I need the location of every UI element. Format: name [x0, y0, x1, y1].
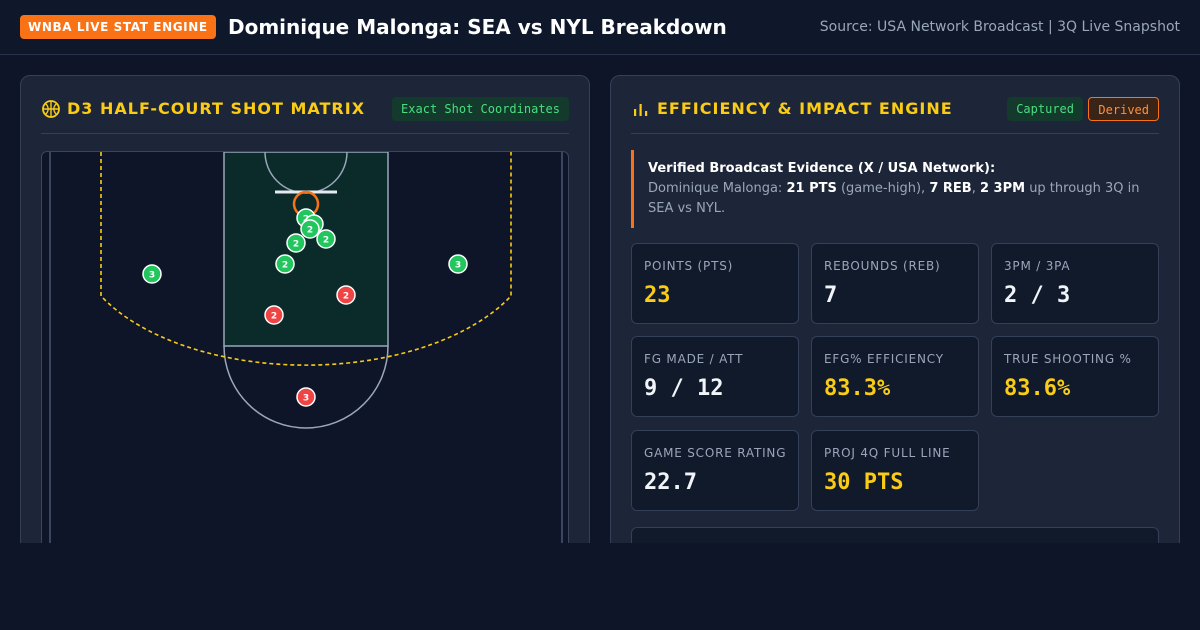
stat-value: 22.7 — [644, 470, 697, 495]
shot-marker-label: 3 — [149, 271, 155, 281]
shot-marker-label: 3 — [455, 261, 461, 271]
stat-value: 2 / 3 — [1004, 283, 1071, 308]
evidence-threes: 2 3PM — [979, 181, 1026, 196]
bar-chart-icon — [634, 104, 648, 116]
basketball-icon — [42, 100, 60, 118]
viewport-bottom — [0, 543, 1200, 630]
shot-marker-11[interactable]: 3 — [296, 387, 316, 407]
shot-marker-label: 3 — [303, 394, 309, 404]
stat-value: 30 PTS — [824, 470, 904, 495]
stat-label: EFG% EFFICIENCY — [824, 352, 944, 366]
source-text: Source: USA Network Broadcast | 3Q Live … — [819, 19, 1180, 35]
stat-label: FG MADE / ATT — [644, 352, 744, 366]
court-svg: 22222233223 — [49, 152, 563, 550]
evidence-reb: 7 REB — [929, 181, 972, 196]
stat-value: 7 — [824, 283, 838, 308]
efficiency-panel-header: EFFICIENCY & IMPACT ENGINE Captured Deri… — [631, 94, 1159, 134]
evidence-rest: up through 3Q in SEA vs NYL. — [648, 181, 1140, 216]
brand-badge: WNBA LIVE STAT ENGINE — [20, 15, 216, 39]
shot-marker-label: 2 — [271, 312, 277, 322]
shot-marker-4[interactable]: 2 — [286, 233, 306, 253]
stat-label: 3PM / 3PA — [1004, 259, 1071, 273]
stat-value: 23 — [644, 283, 671, 308]
shot-marker-5[interactable]: 2 — [316, 229, 336, 249]
stat-card-rebounds-reb: REBOUNDS (REB) 7 — [811, 243, 979, 324]
shot-marker-3[interactable]: 2 — [300, 219, 320, 239]
stat-label: POINTS (PTS) — [644, 259, 734, 273]
shot-marker-10[interactable]: 2 — [264, 305, 284, 325]
stat-label: TRUE SHOOTING % — [1004, 352, 1132, 366]
top-header: WNBA LIVE STAT ENGINE Dominique Malonga:… — [0, 0, 1200, 55]
stat-card-3pm-3pa: 3PM / 3PA 2 / 3 — [991, 243, 1159, 324]
evidence-body: Dominique Malonga: 21 PTS (game-high), 7… — [648, 181, 1140, 216]
stat-value: 9 / 12 — [644, 376, 724, 401]
evidence-title: Verified Broadcast Evidence (X / USA Net… — [648, 161, 996, 176]
shot-marker-label: 2 — [343, 292, 349, 302]
page-title: Dominique Malonga: SEA vs NYL Breakdown — [228, 15, 727, 39]
captured-tag: Captured — [1007, 97, 1083, 121]
shot-marker-6[interactable]: 2 — [275, 254, 295, 274]
stat-label: PROJ 4Q FULL LINE — [824, 446, 951, 460]
evidence-player: Dominique Malonga: — [648, 181, 783, 196]
stat-card-game-score-rating: GAME SCORE RATING 22.7 — [631, 430, 799, 511]
stat-label: REBOUNDS (REB) — [824, 259, 941, 273]
shot-marker-9[interactable]: 2 — [336, 285, 356, 305]
shot-marker-label: 2 — [293, 240, 299, 250]
evidence-pts-note: (game-high), — [840, 181, 926, 196]
half-court: 22222233223 — [41, 151, 569, 551]
stat-label: GAME SCORE RATING — [644, 446, 787, 460]
evidence-pts: 21 PTS — [786, 181, 837, 196]
stat-card-true-shooting: TRUE SHOOTING % 83.6% — [991, 336, 1159, 417]
shot-matrix-panel-header: D3 HALF-COURT SHOT MATRIX Exact Shot Coo… — [41, 94, 569, 134]
stat-card-fg-made-att: FG MADE / ATT 9 / 12 — [631, 336, 799, 417]
shot-matrix-panel: D3 HALF-COURT SHOT MATRIX Exact Shot Coo… — [20, 75, 590, 575]
derived-tag: Derived — [1088, 97, 1159, 121]
shot-marker-label: 2 — [282, 261, 288, 271]
stat-card-points-pts: POINTS (PTS) 23 — [631, 243, 799, 324]
shot-marker-8[interactable]: 3 — [448, 254, 468, 274]
shot-marker-label: 2 — [307, 226, 313, 236]
stat-card-proj-4q-full-line: PROJ 4Q FULL LINE 30 PTS — [811, 430, 979, 511]
stat-card-efg-efficiency: EFG% EFFICIENCY 83.3% — [811, 336, 979, 417]
efficiency-title: EFFICIENCY & IMPACT ENGINE — [657, 99, 953, 118]
shot-marker-label: 2 — [323, 236, 329, 246]
efficiency-panel: EFFICIENCY & IMPACT ENGINE Captured Deri… — [610, 75, 1180, 587]
stat-value: 83.3% — [824, 376, 891, 401]
exact-coordinates-tag: Exact Shot Coordinates — [392, 97, 569, 121]
stat-value: 83.6% — [1004, 376, 1071, 401]
shot-marker-7[interactable]: 3 — [142, 264, 162, 284]
shot-matrix-title: D3 HALF-COURT SHOT MATRIX — [67, 99, 366, 118]
broadcast-evidence: Verified Broadcast Evidence (X / USA Net… — [631, 150, 1159, 228]
